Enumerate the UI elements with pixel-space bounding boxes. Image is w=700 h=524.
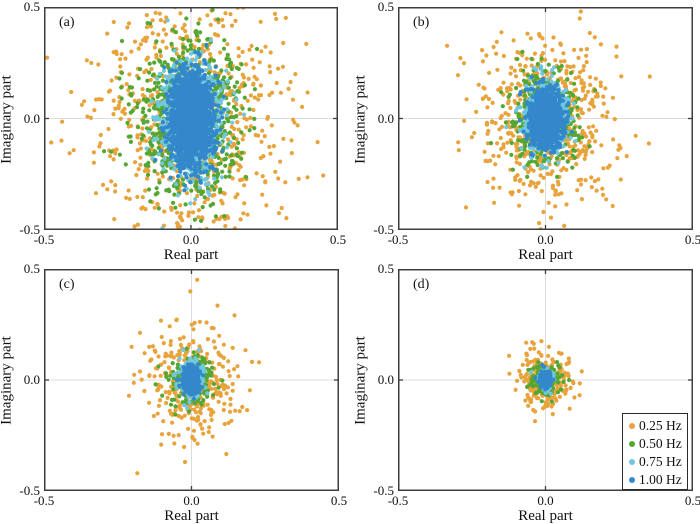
y-tick-label: 0.5 xyxy=(23,261,40,276)
legend-label: 0.75 Hz xyxy=(639,454,682,469)
y-tick-label: 0.0 xyxy=(23,372,40,387)
points-layer xyxy=(445,9,652,230)
axes-border xyxy=(44,7,338,230)
x-axis-label: Real part xyxy=(518,247,573,263)
legend-marker-1.00hz-icon xyxy=(629,477,635,483)
y-tick-label: -0.5 xyxy=(373,483,394,498)
x-tick-label: 0.0 xyxy=(183,493,200,508)
points-layer xyxy=(45,7,326,230)
series-0.75Hz xyxy=(528,366,557,396)
legend-label: 0.25 Hz xyxy=(639,418,682,433)
points-layer xyxy=(126,277,262,476)
x-tick-label: 0.0 xyxy=(182,232,200,247)
tick-marks xyxy=(44,269,339,491)
panel-label-b: (b) xyxy=(413,15,430,30)
legend: 0.25 Hz 0.50 Hz 0.75 Hz 1.00 Hz xyxy=(622,413,688,490)
x-tick-label: -0.5 xyxy=(387,493,409,508)
x-tick-label: -0.5 xyxy=(33,493,55,508)
series-0.75Hz xyxy=(171,347,210,411)
x-tick-label: -0.5 xyxy=(387,232,409,247)
x-tick-label: -0.5 xyxy=(33,232,55,247)
y-tick-label: 0.5 xyxy=(377,0,394,14)
axes-border xyxy=(398,7,693,230)
series-0.50Hz xyxy=(525,360,572,404)
axes-border xyxy=(44,269,339,491)
y-axis-label: Imaginary part xyxy=(352,336,369,425)
y-tick-label: 0.0 xyxy=(23,110,40,126)
series-0.75Hz xyxy=(504,64,578,170)
legend-marker-0.25hz-icon xyxy=(629,423,635,429)
tick-marks xyxy=(44,7,338,230)
y-tick-label: 0.5 xyxy=(23,0,40,14)
points-layer xyxy=(507,339,584,424)
series-0.25Hz xyxy=(445,9,652,230)
series-1.00Hz xyxy=(153,42,227,193)
scatter-plot-b xyxy=(398,7,693,230)
panel-label-c: (c) xyxy=(59,277,75,292)
grid-layer xyxy=(44,269,339,491)
legend-label: 0.50 Hz xyxy=(639,436,682,451)
series-0.75Hz xyxy=(144,18,247,230)
series-0.50Hz xyxy=(102,7,260,230)
series-0.25Hz xyxy=(126,277,262,476)
legend-entry: 0.75 Hz xyxy=(629,453,687,471)
y-tick-label: -0.5 xyxy=(373,222,394,237)
x-tick-label: 0.5 xyxy=(329,232,347,247)
y-tick-label: -0.5 xyxy=(19,483,40,498)
grid-layer xyxy=(398,7,693,230)
y-tick-label: -0.5 xyxy=(19,222,40,237)
tick-marks xyxy=(398,7,693,230)
x-axis-label: Real part xyxy=(164,508,219,524)
y-axis-label: Imaginary part xyxy=(0,74,15,164)
series-1.00Hz xyxy=(517,75,574,158)
series-1.00Hz xyxy=(174,362,206,401)
grid-layer xyxy=(44,7,338,230)
y-tick-label: 0.0 xyxy=(377,110,394,126)
series-0.25Hz xyxy=(45,7,326,230)
series-0.50Hz xyxy=(488,49,598,179)
x-tick-label: 0.0 xyxy=(537,232,554,247)
legend-label: 1.00 Hz xyxy=(639,472,682,487)
y-tick-label: 0.0 xyxy=(377,372,394,387)
legend-entry: 1.00 Hz xyxy=(629,471,687,489)
panel-label-a: (a) xyxy=(59,15,75,30)
x-tick-label: 0.5 xyxy=(330,493,348,508)
scatter-plot-a xyxy=(44,7,338,230)
y-tick-label: 0.5 xyxy=(377,261,394,276)
x-axis-label: Real part xyxy=(163,247,219,263)
series-0.50Hz xyxy=(153,346,225,417)
y-axis-label: Imaginary part xyxy=(0,336,15,425)
legend-entry: 0.25 Hz xyxy=(629,417,687,435)
legend-marker-0.50hz-icon xyxy=(629,441,635,447)
panel-label-d: (d) xyxy=(413,277,430,292)
legend-entry: 0.50 Hz xyxy=(629,435,687,453)
x-tick-label: 0.0 xyxy=(537,493,554,508)
y-axis-label: Imaginary part xyxy=(352,74,369,164)
x-tick-label: 0.5 xyxy=(684,232,700,247)
scatter-plot-c xyxy=(44,269,339,491)
x-axis-label: Real part xyxy=(518,508,573,524)
series-0.25Hz xyxy=(507,339,584,424)
x-tick-label: 0.5 xyxy=(684,493,700,508)
series-1.00Hz xyxy=(533,362,556,392)
legend-marker-0.75hz-icon xyxy=(629,459,635,465)
